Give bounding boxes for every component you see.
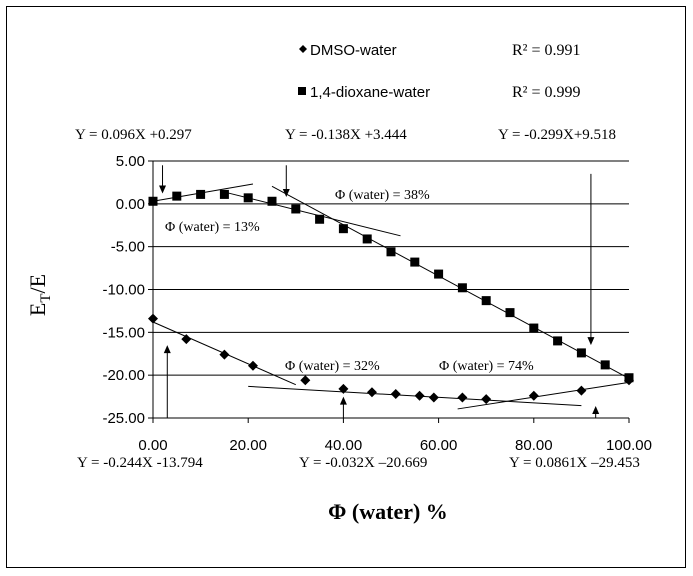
y-tick-label: -20.00 bbox=[102, 367, 145, 384]
y-axis-label-sub: T bbox=[38, 293, 54, 302]
equation-top-1: Y = 0.096X +0.297 bbox=[75, 127, 192, 143]
y-axis-label-suffix: /E bbox=[25, 274, 50, 294]
legend: DMSO-water R² = 0.991 1,4-dioxane-water … bbox=[298, 42, 581, 101]
arrowhead-icon bbox=[282, 188, 290, 197]
legend-item-dmso-water: DMSO-water R² = 0.991 bbox=[299, 42, 581, 59]
data-point-dioxane-water bbox=[553, 336, 563, 346]
data-point-dioxane-water bbox=[315, 214, 325, 224]
data-point-dioxane-water bbox=[172, 191, 182, 201]
data-point-dmso-water bbox=[300, 375, 311, 386]
diamond-marker-icon bbox=[299, 45, 307, 53]
data-point-dioxane-water bbox=[196, 189, 206, 199]
y-tick-label: -5.00 bbox=[111, 239, 145, 256]
grid-layer: 5.00 0.00 -5.00 -10.00 -15.00 -20.00 -25.00 0.0… bbox=[102, 153, 651, 454]
equation-top-3: Y = -0.299X+9.518 bbox=[498, 127, 616, 143]
phi-label-38: Φ (water) = 38% bbox=[335, 188, 430, 203]
phi-label-74: Φ (water) = 74% bbox=[439, 359, 534, 374]
arrowhead-icon bbox=[339, 396, 347, 405]
x-tick-label: 80.00 bbox=[515, 437, 553, 454]
equation-top-2: Y = -0.138X +3.444 bbox=[285, 127, 407, 143]
y-axis-label: ET/E bbox=[25, 274, 54, 316]
data-point-dmso-water bbox=[528, 390, 539, 401]
phi-label-13: Φ (water) = 13% bbox=[165, 220, 260, 235]
data-point-dioxane-water bbox=[600, 360, 610, 370]
y-tick-label: -10.00 bbox=[102, 282, 145, 299]
data-point-dioxane-water bbox=[410, 257, 420, 267]
data-point-dioxane-water bbox=[386, 247, 396, 257]
data-point-dmso-water bbox=[181, 334, 192, 345]
y-tick-label: 5.00 bbox=[116, 153, 145, 170]
chart-svg: DMSO-water R² = 0.991 1,4-dioxane-water … bbox=[25, 42, 652, 524]
data-point-dmso-water bbox=[428, 392, 439, 403]
arrowhead-icon bbox=[587, 337, 595, 346]
data-point-dioxane-water bbox=[362, 234, 372, 244]
data-point-dmso-water bbox=[390, 389, 401, 400]
data-point-dmso-water bbox=[338, 383, 349, 394]
x-tick-label: 20.00 bbox=[229, 437, 267, 454]
data-point-dmso-water bbox=[247, 360, 258, 371]
fit-lines-layer bbox=[152, 183, 630, 410]
y-tick-label: -25.00 bbox=[102, 410, 145, 427]
square-marker-icon bbox=[298, 87, 306, 95]
data-point-dmso-water bbox=[414, 390, 425, 401]
x-axis-label: Φ (water) % bbox=[328, 499, 448, 524]
r2-dmso-water: R² = 0.991 bbox=[512, 42, 581, 59]
legend-item-dioxane-water: 1,4-dioxane-water R² = 0.999 bbox=[298, 84, 581, 101]
equation-bottom-1: Y = -0.244X -13.794 bbox=[77, 455, 203, 471]
data-point-dioxane-water bbox=[529, 323, 539, 333]
arrowhead-icon bbox=[159, 185, 167, 194]
data-point-dioxane-water bbox=[219, 189, 229, 199]
fit-line bbox=[224, 191, 401, 237]
data-point-dioxane-water bbox=[457, 283, 467, 293]
x-tick-label: 60.00 bbox=[420, 437, 458, 454]
data-point-dioxane-water bbox=[291, 204, 301, 214]
equation-bottom-2: Y = -0.032X –20.669 bbox=[299, 455, 427, 471]
data-point-dioxane-water bbox=[624, 373, 634, 383]
data-point-dmso-water bbox=[457, 392, 468, 403]
fit-line bbox=[457, 381, 630, 410]
phi-label-32: Φ (water) = 32% bbox=[285, 359, 380, 374]
data-point-dmso-water bbox=[366, 387, 377, 398]
data-point-dmso-water bbox=[576, 385, 587, 396]
data-point-dioxane-water bbox=[576, 348, 586, 358]
x-tick-label: 100.00 bbox=[606, 437, 652, 454]
breakpoint-arrows-layer bbox=[159, 165, 600, 418]
svg-text:ET/E: ET/E bbox=[25, 274, 54, 316]
equation-bottom-3: Y = 0.0861X –29.453 bbox=[509, 455, 640, 471]
y-axis-label-main: E bbox=[25, 303, 50, 316]
data-point-dioxane-water bbox=[267, 196, 277, 206]
y-tick-label: 0.00 bbox=[116, 196, 145, 213]
arrowhead-icon bbox=[163, 345, 171, 354]
data-point-dioxane-water bbox=[243, 193, 253, 203]
data-point-dioxane-water bbox=[434, 269, 444, 279]
arrowhead-icon bbox=[592, 406, 600, 415]
y-tick-label: -15.00 bbox=[102, 324, 145, 341]
legend-label-dmso-water: DMSO-water bbox=[310, 42, 397, 59]
x-tick-label: 0.00 bbox=[138, 437, 167, 454]
data-point-dmso-water bbox=[148, 313, 158, 324]
fit-line bbox=[248, 385, 582, 407]
data-point-dmso-water bbox=[481, 394, 492, 405]
fit-line bbox=[271, 185, 630, 379]
data-point-dioxane-water bbox=[148, 196, 158, 206]
r2-dioxane-water: R² = 0.999 bbox=[512, 84, 581, 101]
data-point-dioxane-water bbox=[505, 308, 515, 318]
data-point-dioxane-water bbox=[338, 224, 348, 234]
data-point-dmso-water bbox=[219, 349, 230, 360]
data-point-dioxane-water bbox=[481, 296, 491, 306]
markers-layer bbox=[148, 189, 634, 405]
chart-frame: DMSO-water R² = 0.991 1,4-dioxane-water … bbox=[6, 6, 686, 568]
x-tick-label: 40.00 bbox=[325, 437, 363, 454]
legend-label-dioxane-water: 1,4-dioxane-water bbox=[310, 84, 430, 101]
